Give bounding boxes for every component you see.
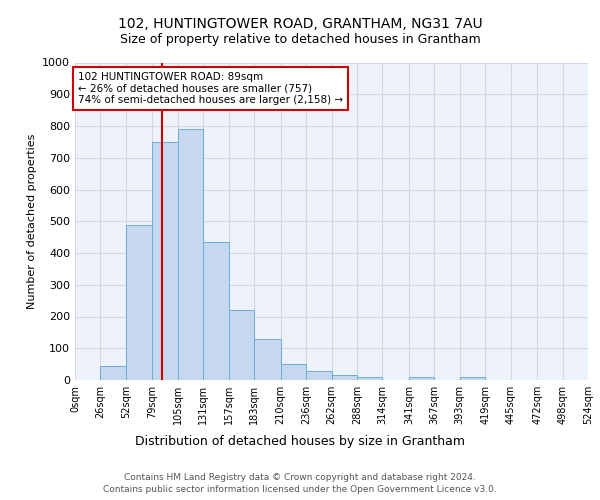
Bar — [126, 226, 152, 380]
Bar — [152, 142, 178, 380]
Y-axis label: Number of detached properties: Number of detached properties — [26, 134, 37, 309]
Bar — [357, 377, 382, 380]
Bar — [229, 310, 254, 380]
Text: 102 HUNTINGTOWER ROAD: 89sqm
← 26% of detached houses are smaller (757)
74% of s: 102 HUNTINGTOWER ROAD: 89sqm ← 26% of de… — [78, 72, 343, 105]
Text: Contains HM Land Registry data © Crown copyright and database right 2024.: Contains HM Land Registry data © Crown c… — [124, 472, 476, 482]
Bar — [254, 338, 281, 380]
Text: Contains public sector information licensed under the Open Government Licence v3: Contains public sector information licen… — [103, 485, 497, 494]
Bar — [409, 378, 434, 380]
Bar — [281, 364, 306, 380]
Bar — [178, 129, 203, 380]
Bar — [306, 371, 331, 380]
Bar — [460, 378, 485, 380]
Text: Size of property relative to detached houses in Grantham: Size of property relative to detached ho… — [119, 32, 481, 46]
Text: 102, HUNTINGTOWER ROAD, GRANTHAM, NG31 7AU: 102, HUNTINGTOWER ROAD, GRANTHAM, NG31 7… — [118, 18, 482, 32]
Text: Distribution of detached houses by size in Grantham: Distribution of detached houses by size … — [135, 435, 465, 448]
Bar — [100, 366, 126, 380]
Bar — [331, 375, 357, 380]
Bar — [203, 242, 229, 380]
